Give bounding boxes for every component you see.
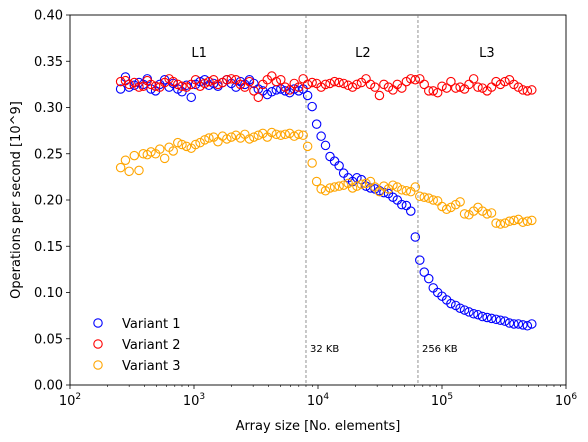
data-point [187,93,195,101]
data-point [135,166,143,174]
legend-marker [94,319,102,327]
y-axis: 0.00 0.05 0.10 0.15 0.20 0.25 0.30 0.35 0.40 [34,9,70,394]
x-tick-label: 103 [183,392,205,409]
data-point [125,167,133,175]
region-labels: L1 L2 L3 [191,46,494,61]
cache-boundary-label: 32 KB [310,344,339,355]
data-point [411,233,419,241]
legend-label: Variant 3 [122,359,181,374]
data-point [254,93,262,101]
legend-marker [94,340,102,348]
data-point [303,91,311,99]
data-point [456,198,464,206]
data-point [121,156,129,164]
legend-label: Variant 2 [122,338,181,353]
data-point [295,83,303,91]
data-point [371,83,379,91]
y-axis-label: Operations per second [10^9] [9,101,24,299]
series-group [116,73,536,330]
data-point [312,120,320,128]
data-point [130,151,138,159]
data-point [411,183,419,191]
data-point [245,77,253,85]
data-point [487,209,495,217]
data-point [425,274,433,282]
x-tick-label: 102 [59,392,81,409]
data-point [317,132,325,140]
data-point [169,147,177,155]
y-tick-label: 0.15 [34,240,63,255]
data-point [160,154,168,162]
series-group [116,72,536,102]
y-tick-label: 0.05 [34,332,63,347]
y-tick-label: 0.35 [34,55,63,70]
data-point [308,159,316,167]
y-tick-label: 0.30 [34,101,63,116]
y-tick-label: 0.20 [34,194,63,209]
y-tick-label: 0.25 [34,147,63,162]
y-tick-label: 0.10 [34,286,63,301]
data-point [528,216,536,224]
y-tick-label: 0.40 [34,9,63,24]
region-label: L1 [191,46,207,61]
data-point [321,141,329,149]
x-tick-label: 105 [431,392,453,409]
data-point [528,320,536,328]
region-label: L2 [355,46,371,61]
data-point [469,75,477,83]
x-tick-label: 104 [307,392,330,409]
cache-boundary-label: 256 KB [422,344,458,355]
legend-label: Variant 1 [122,317,181,332]
data-point [528,86,536,94]
y-tick-label: 0.00 [34,379,63,394]
legend: Variant 1 Variant 2 Variant 3 [94,317,181,374]
data-point [375,91,383,99]
x-axis-label: Array size [No. elements] [236,419,401,434]
data-series [116,72,536,330]
legend-marker [94,361,102,369]
data-point [416,256,424,264]
region-label: L3 [479,46,495,61]
x-axis: 102 103 104 105 106 [59,385,578,409]
data-point [303,142,311,150]
data-point [407,207,415,215]
data-point [308,102,316,110]
data-point [299,131,307,139]
data-point [116,163,124,171]
data-point [156,145,164,153]
x-tick-label: 106 [555,392,578,409]
